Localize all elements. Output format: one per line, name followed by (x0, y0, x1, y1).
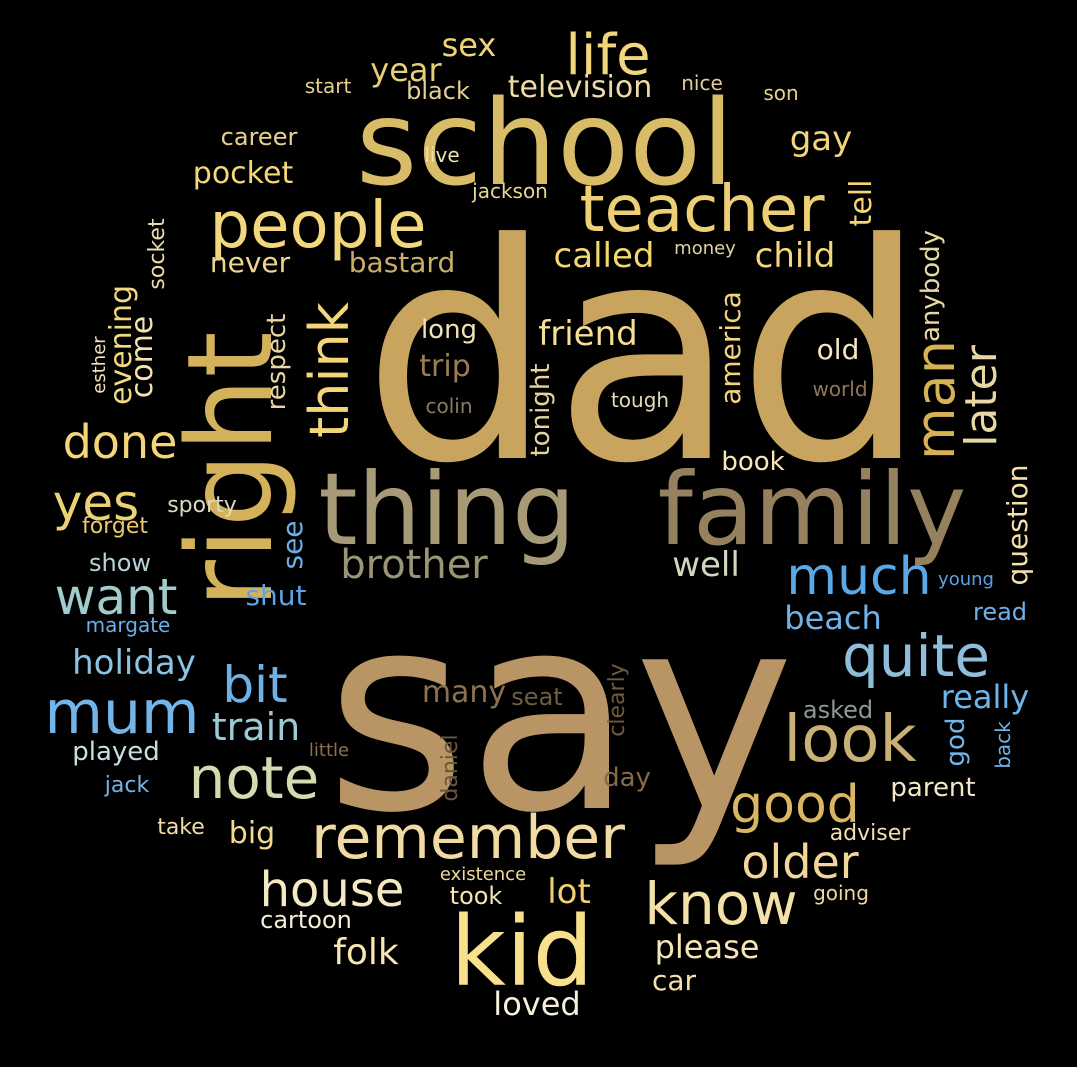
word-much: much (786, 547, 932, 607)
word-say: say (325, 557, 795, 873)
word-loved: loved (493, 985, 581, 1023)
word-family: family (657, 451, 967, 568)
word-show: show (88, 549, 152, 577)
word-television: television (507, 70, 653, 105)
word-want: want (54, 568, 178, 626)
word-sporty: sporty (167, 493, 237, 518)
word-shut: shut (245, 579, 307, 612)
word-cartoon: cartoon (260, 906, 352, 934)
word-read: read (972, 598, 1028, 626)
word-existence: existence (439, 864, 527, 885)
word-book: book (721, 447, 785, 477)
word-going: going (813, 881, 869, 905)
word-bit: bit (222, 656, 288, 714)
word-esther: esther (89, 336, 110, 394)
word-trip: trip (419, 349, 471, 384)
word-respect: respect (262, 313, 292, 411)
word-day: day (603, 763, 651, 793)
word-socket: socket (145, 218, 170, 290)
word-quite: quite (841, 622, 991, 690)
word-young: young (938, 569, 994, 590)
word-bastard: bastard (348, 246, 456, 279)
word-car: car (651, 964, 697, 997)
word-folk: folk (333, 932, 399, 973)
word-god: god (941, 717, 971, 767)
word-house: house (259, 862, 405, 918)
word-life: life (565, 23, 651, 88)
word-please: please (654, 928, 760, 966)
word-well: well (672, 545, 740, 585)
word-called: called (553, 236, 655, 276)
word-back: back (991, 721, 1015, 769)
word-world: world (812, 377, 868, 401)
word-thing: thing (318, 451, 576, 568)
word-america: america (714, 291, 747, 405)
word-school: school (355, 74, 735, 212)
word-money: money (674, 238, 736, 259)
word-note: note (188, 744, 320, 812)
word-mum: mum (44, 678, 200, 748)
word-jackson: jackson (472, 179, 548, 203)
word-many: many (421, 675, 507, 710)
word-nice: nice (681, 71, 723, 95)
word-pocket: pocket (192, 156, 294, 191)
word-brother: brother (340, 542, 488, 588)
word-took: took (449, 882, 503, 910)
word-asked: asked (802, 696, 874, 724)
word-big: big (228, 816, 276, 851)
word-start: start (304, 74, 352, 98)
word-old: old (816, 333, 860, 366)
word-jack: jack (104, 773, 150, 798)
word-done: done (62, 415, 178, 469)
word-sex: sex (441, 26, 497, 64)
word-year: year (370, 51, 442, 89)
word-gay: gay (789, 119, 853, 159)
word-yes: yes (52, 474, 140, 532)
word-think: think (298, 302, 361, 438)
word-black: black (406, 77, 470, 105)
word-people: people (209, 189, 427, 263)
word-little: little (308, 740, 350, 761)
word-parent: parent (890, 773, 976, 803)
word-long: long (420, 315, 478, 345)
word-never: never (209, 246, 291, 279)
word-beach: beach (784, 599, 882, 637)
word-tough: tough (610, 388, 670, 412)
word-know: know (644, 870, 798, 938)
word-forget: forget (82, 514, 148, 539)
word-daniel: daniel (438, 734, 463, 802)
word-see: see (276, 520, 309, 570)
word-teacher: teacher (579, 173, 825, 247)
word-older: older (741, 835, 859, 889)
word-tell: tell (844, 179, 879, 227)
word-seat: seat (511, 683, 563, 711)
word-played: played (72, 737, 160, 767)
word-look: look (783, 703, 917, 777)
word-adviser: adviser (829, 821, 911, 846)
word-clearly: clearly (605, 663, 630, 737)
word-dad: dad (362, 180, 928, 529)
word-man: man (904, 340, 967, 460)
word-lot: lot (547, 872, 591, 912)
word-take: take (157, 815, 205, 840)
word-margate: margate (85, 613, 171, 637)
word-career: career (220, 123, 298, 151)
word-kid: kid (450, 896, 594, 1008)
word-come: come (125, 315, 160, 399)
word-live: live (424, 143, 460, 167)
word-really: really (940, 678, 1030, 716)
word-friend: friend (538, 314, 638, 354)
word-holiday: holiday (72, 643, 196, 683)
word-tonight: tonight (526, 363, 556, 457)
word-question: question (1001, 464, 1034, 586)
word-remember: remember (311, 803, 625, 873)
word-son: son (763, 81, 799, 105)
word-child: child (754, 236, 836, 276)
word-good: good (730, 775, 860, 835)
word-train: train (211, 705, 301, 749)
word-anybody: anybody (916, 229, 946, 343)
word-colin: colin (425, 394, 473, 418)
word-later: later (956, 345, 1007, 447)
